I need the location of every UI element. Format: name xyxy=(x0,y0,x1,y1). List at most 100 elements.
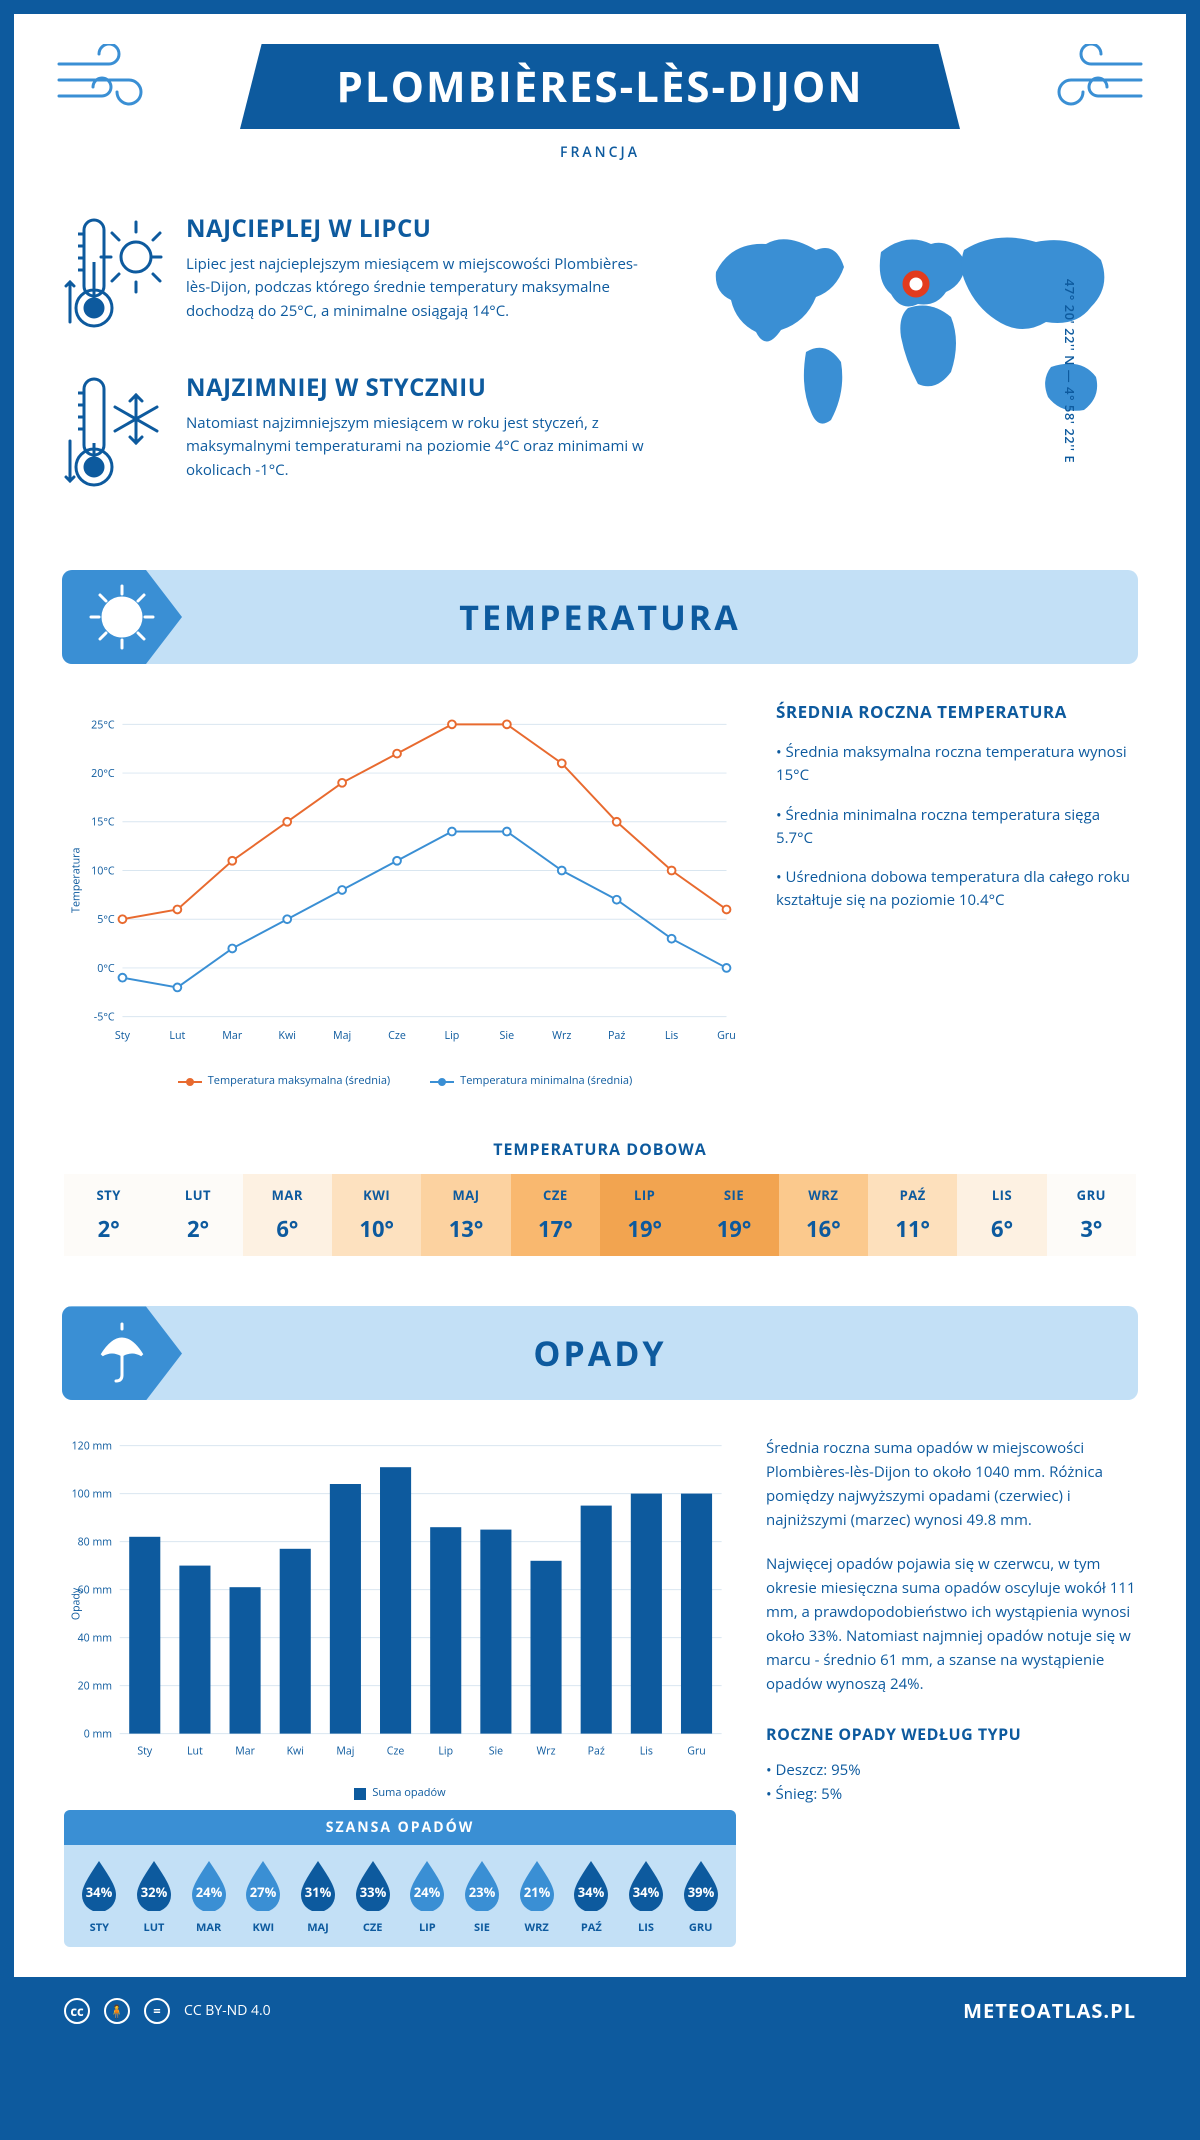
svg-text:Cze: Cze xyxy=(387,1745,405,1759)
by-icon: 🧍 xyxy=(104,1998,130,2024)
svg-text:Wrz: Wrz xyxy=(537,1745,556,1759)
svg-text:Mar: Mar xyxy=(222,1029,243,1043)
svg-text:33%: 33% xyxy=(359,1883,386,1901)
coldest-body: Natomiast najzimniejszym miesiącem w rok… xyxy=(186,412,656,482)
chance-drop: 23%SIE xyxy=(457,1859,508,1935)
chance-drop: 39%GRU xyxy=(675,1859,726,1935)
temperature-body: -5°C0°C5°C10°C15°C20°C25°CStyLutMarKwiMa… xyxy=(14,664,1186,1108)
precip-bar-chart: 0 mm20 mm40 mm60 mm80 mm100 mm120 mmStyL… xyxy=(64,1436,736,1772)
svg-text:Lut: Lut xyxy=(187,1745,203,1759)
chance-box: SZANSA OPADÓW 34%STY32%LUT24%MAR27%KWI31… xyxy=(64,1810,736,1947)
svg-text:Sty: Sty xyxy=(115,1029,131,1043)
coldest-block: NAJZIMNIEJ W STYCZNIU Natomiast najzimni… xyxy=(64,371,656,496)
svg-text:Sie: Sie xyxy=(500,1029,515,1043)
coldest-text: NAJZIMNIEJ W STYCZNIU Natomiast najzimni… xyxy=(186,371,656,496)
legend-max: Temperatura maksymalna (średnia) xyxy=(208,1073,390,1088)
svg-text:34%: 34% xyxy=(578,1883,605,1901)
annual-bullet: • Uśredniona dobowa temperatura dla całe… xyxy=(776,866,1136,913)
svg-text:Paź: Paź xyxy=(608,1029,625,1043)
chance-drop: 21%WRZ xyxy=(511,1859,562,1935)
city-title: PLOMBIÈRES-LÈS-DIJON xyxy=(320,58,880,115)
temperature-banner: TEMPERATURA xyxy=(62,570,1138,664)
precip-banner-label: OPADY xyxy=(533,1330,666,1376)
daily-temp-cell: LUT2° xyxy=(153,1174,242,1256)
precip-right: Średnia roczna suma opadów w miejscowośc… xyxy=(766,1436,1136,1947)
annual-temp-box: ŚREDNIA ROCZNA TEMPERATURA • Średnia mak… xyxy=(776,700,1136,1088)
header: PLOMBIÈRES-LÈS-DIJON FRANCJA xyxy=(14,14,1186,182)
precip-body: 0 mm20 mm40 mm60 mm80 mm100 mm120 mmStyL… xyxy=(14,1400,1186,1977)
svg-text:Lip: Lip xyxy=(438,1745,453,1759)
svg-text:Sie: Sie xyxy=(489,1745,503,1759)
svg-text:Lip: Lip xyxy=(445,1029,460,1043)
wind-icon xyxy=(54,44,164,119)
svg-text:15°C: 15°C xyxy=(91,816,115,830)
svg-text:Lut: Lut xyxy=(169,1029,185,1043)
daily-temp-table: TEMPERATURA DOBOWA STY2°LUT2°MAR6°KWI10°… xyxy=(64,1138,1136,1256)
svg-text:20 mm: 20 mm xyxy=(78,1680,112,1694)
svg-text:0°C: 0°C xyxy=(97,962,115,976)
svg-text:80 mm: 80 mm xyxy=(78,1536,112,1550)
svg-text:Sty: Sty xyxy=(137,1745,153,1759)
svg-text:24%: 24% xyxy=(414,1883,441,1901)
svg-text:Gru: Gru xyxy=(687,1745,705,1759)
daily-temp-cell: WRZ16° xyxy=(779,1174,868,1256)
svg-text:Lis: Lis xyxy=(640,1745,653,1759)
daily-temp-cell: STY2° xyxy=(64,1174,153,1256)
precip-banner: OPADY xyxy=(62,1306,1138,1400)
svg-text:Maj: Maj xyxy=(333,1029,351,1043)
precip-legend-label: Suma opadów xyxy=(372,1785,445,1800)
nd-icon: = xyxy=(144,1998,170,2024)
svg-text:34%: 34% xyxy=(633,1883,660,1901)
legend-min: Temperatura minimalna (średnia) xyxy=(460,1073,632,1088)
title-banner: PLOMBIÈRES-LÈS-DIJON xyxy=(240,44,960,129)
svg-text:21%: 21% xyxy=(523,1883,550,1901)
chance-drop: 34%LIS xyxy=(621,1859,672,1935)
intro-left: NAJCIEPLEJ W LIPCU Lipiec jest najcieple… xyxy=(64,212,656,530)
svg-text:Temperatura: Temperatura xyxy=(70,847,84,912)
svg-text:25°C: 25°C xyxy=(91,718,115,732)
footer: cc 🧍 = CC BY-ND 4.0 METEOATLAS.PL xyxy=(14,1977,1186,2044)
chance-drop: 34%PAŹ xyxy=(566,1859,617,1935)
daily-temp-cell: GRU3° xyxy=(1047,1174,1136,1256)
precip-left: 0 mm20 mm40 mm60 mm80 mm100 mm120 mmStyL… xyxy=(64,1436,736,1947)
precip-legend: Suma opadów xyxy=(64,1785,736,1800)
precip-p1: Średnia roczna suma opadów w miejscowośc… xyxy=(766,1436,1136,1532)
thermometer-hot-icon xyxy=(64,212,164,337)
warmest-block: NAJCIEPLEJ W LIPCU Lipiec jest najcieple… xyxy=(64,212,656,337)
brand-label: METEOATLAS.PL xyxy=(963,1997,1136,2024)
page: PLOMBIÈRES-LÈS-DIJON FRANCJA NAJCIEPLEJ … xyxy=(0,0,1200,2058)
umbrella-icon xyxy=(62,1306,182,1400)
chance-heading: SZANSA OPADÓW xyxy=(64,1810,736,1845)
svg-text:20°C: 20°C xyxy=(91,767,115,781)
warmest-text: NAJCIEPLEJ W LIPCU Lipiec jest najcieple… xyxy=(186,212,656,337)
daily-temp-cell: LIP19° xyxy=(600,1174,689,1256)
svg-text:Kwi: Kwi xyxy=(278,1029,296,1043)
chance-drop: 27%KWI xyxy=(238,1859,289,1935)
svg-text:Kwi: Kwi xyxy=(287,1745,304,1759)
precip-p2: Najwięcej opadów pojawia się w czerwcu, … xyxy=(766,1552,1136,1696)
chance-drop: 34%STY xyxy=(74,1859,125,1935)
coldest-heading: NAJZIMNIEJ W STYCZNIU xyxy=(186,371,656,404)
svg-text:10°C: 10°C xyxy=(91,864,115,878)
coordinates-label: 47° 20' 22'' N — 4° 58' 22'' E xyxy=(1061,279,1079,463)
daily-temp-cell: MAR6° xyxy=(243,1174,332,1256)
temperature-legend: Temperatura maksymalna (średnia) Tempera… xyxy=(64,1073,746,1088)
daily-heading: TEMPERATURA DOBOWA xyxy=(64,1138,1136,1160)
svg-text:31%: 31% xyxy=(305,1883,332,1901)
annual-bullet: • Średnia maksymalna roczna temperatura … xyxy=(776,741,1136,788)
chance-drop: 33%CZE xyxy=(347,1859,398,1935)
cc-icon: cc xyxy=(64,1998,90,2024)
daily-temp-cell: SIE19° xyxy=(689,1174,778,1256)
precip-type-heading: ROCZNE OPADY WEDŁUG TYPU xyxy=(766,1722,1136,1748)
svg-text:Wrz: Wrz xyxy=(552,1029,571,1043)
svg-text:23%: 23% xyxy=(469,1883,496,1901)
svg-text:24%: 24% xyxy=(195,1883,222,1901)
wind-icon xyxy=(1036,44,1146,119)
svg-text:Maj: Maj xyxy=(336,1745,354,1759)
license-label: CC BY-ND 4.0 xyxy=(184,2001,271,2020)
sun-icon xyxy=(62,570,182,664)
svg-text:Mar: Mar xyxy=(235,1745,255,1759)
country-subtitle: FRANCJA xyxy=(54,143,1146,162)
svg-text:27%: 27% xyxy=(250,1883,277,1901)
annual-bullet: • Średnia minimalna roczna temperatura s… xyxy=(776,804,1136,851)
